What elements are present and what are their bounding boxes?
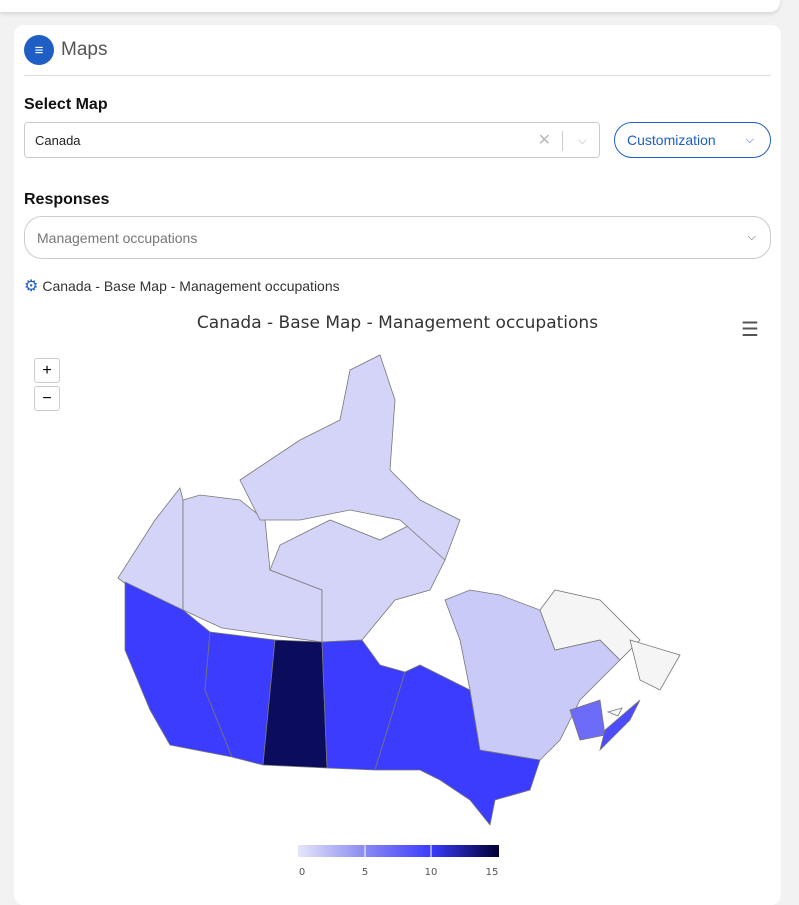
region-newfoundland-and-labrador[interactable] xyxy=(629,639,681,691)
chevron-down-icon: ⌵ xyxy=(745,133,754,146)
region-newfoundland-and-labrador[interactable] xyxy=(539,589,641,661)
panel-title: Maps xyxy=(61,39,108,60)
region-prince-edward-island[interactable] xyxy=(606,707,623,717)
customization-button[interactable]: Customization ⌵ xyxy=(614,122,771,158)
zoom-out-button[interactable]: − xyxy=(34,386,60,411)
color-legend-bar xyxy=(298,845,499,857)
panel-header: ≡ Maps xyxy=(24,35,107,65)
chevron-down-icon: ⌵ xyxy=(747,231,756,243)
legend-label: 10 xyxy=(425,867,438,878)
clear-icon[interactable]: ✕ xyxy=(537,132,551,149)
separator xyxy=(562,131,563,151)
region-nunavut[interactable] xyxy=(239,354,461,561)
legend-label: 15 xyxy=(486,867,499,878)
responses-label: Responses xyxy=(24,191,110,208)
chevron-down-icon[interactable]: ⌵ xyxy=(577,132,587,147)
select-map-label: Select Map xyxy=(24,96,108,113)
list-icon: ≡ xyxy=(24,35,54,65)
map-select[interactable]: Canada ✕ ⌵ xyxy=(24,122,600,158)
divider xyxy=(24,75,771,76)
legend-label: 5 xyxy=(362,867,368,878)
chart-subtitle: ⚙ Canada - Base Map - Management occupat… xyxy=(24,276,340,296)
region-nova-scotia[interactable] xyxy=(599,699,641,752)
responses-select[interactable]: Management occupations ⌵ xyxy=(24,216,771,259)
hamburger-menu-icon[interactable]: ☰ xyxy=(741,319,759,341)
gear-icon[interactable]: ⚙ xyxy=(24,278,39,295)
zoom-in-button[interactable]: + xyxy=(34,358,60,383)
responses-value: Management occupations xyxy=(37,229,198,246)
chart-subtitle-text: Canada - Base Map - Management occupatio… xyxy=(42,278,340,294)
chart-title: Canada - Base Map - Management occupatio… xyxy=(196,313,599,333)
customization-label: Customization xyxy=(627,132,716,148)
maps-panel: ≡ Maps Select Map Canada ✕ ⌵ Customizati… xyxy=(14,25,781,905)
region-ontario[interactable] xyxy=(374,664,541,826)
region-alberta[interactable] xyxy=(204,631,276,766)
previous-card xyxy=(0,0,780,12)
legend-label: 0 xyxy=(299,867,305,878)
map-select-value: Canada xyxy=(35,132,81,148)
